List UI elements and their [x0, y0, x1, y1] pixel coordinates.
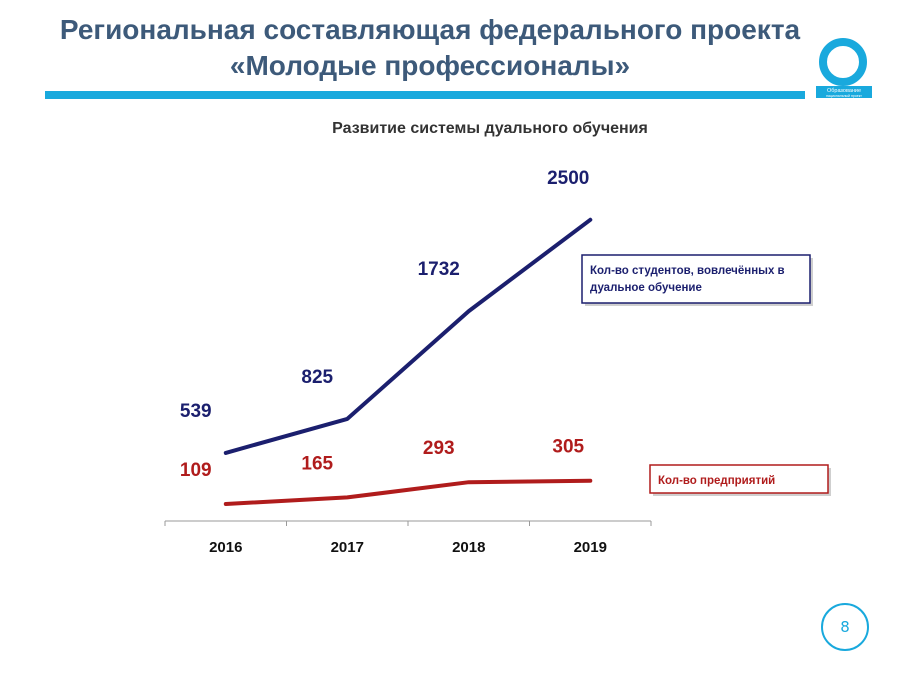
enterprises-series-line	[223, 478, 593, 506]
slide-title: Региональная составляющая федерального п…	[20, 12, 840, 84]
legend-enterprises	[649, 464, 829, 494]
legend-label: Кол-во студентов, вовлечённых в	[590, 265, 785, 277]
logo-text: Образование	[827, 88, 861, 94]
title-underline	[45, 91, 805, 99]
page-number: 8	[840, 618, 850, 636]
legend-label: дуальное обучение	[590, 282, 702, 294]
x-tick-label: 2017	[331, 539, 364, 556]
enterprises-data-label: 165	[301, 453, 333, 474]
logo-ring	[819, 38, 867, 86]
x-tick-label: 2019	[574, 539, 607, 556]
slide-title-line2: «Молодые профессионалы»	[229, 50, 631, 81]
students-series-line	[223, 217, 593, 455]
legend-students	[581, 254, 811, 304]
x-tick-label: 2018	[452, 539, 485, 556]
students-data-label: 825	[301, 367, 333, 388]
students-data-label: 1732	[418, 259, 460, 280]
x-tick-label: 2016	[209, 539, 242, 556]
legend-label: Кол-во предприятий	[658, 475, 775, 487]
obrazovanie-logo-icon: Образование национальный проект	[816, 38, 872, 98]
page-number-badge: 8	[821, 603, 869, 651]
chart-title: Развитие системы дуального обучения	[332, 120, 648, 137]
logo-subtext: национальный проект	[826, 94, 862, 98]
enterprises-data-label: 109	[180, 460, 212, 481]
students-data-label: 2500	[547, 168, 589, 189]
slide-title-line1: Региональная составляющая федерального п…	[59, 14, 801, 45]
enterprises-data-label: 305	[552, 437, 584, 458]
enterprises-data-label: 293	[423, 438, 455, 459]
students-data-label: 539	[180, 401, 212, 422]
logo-band	[816, 86, 872, 98]
